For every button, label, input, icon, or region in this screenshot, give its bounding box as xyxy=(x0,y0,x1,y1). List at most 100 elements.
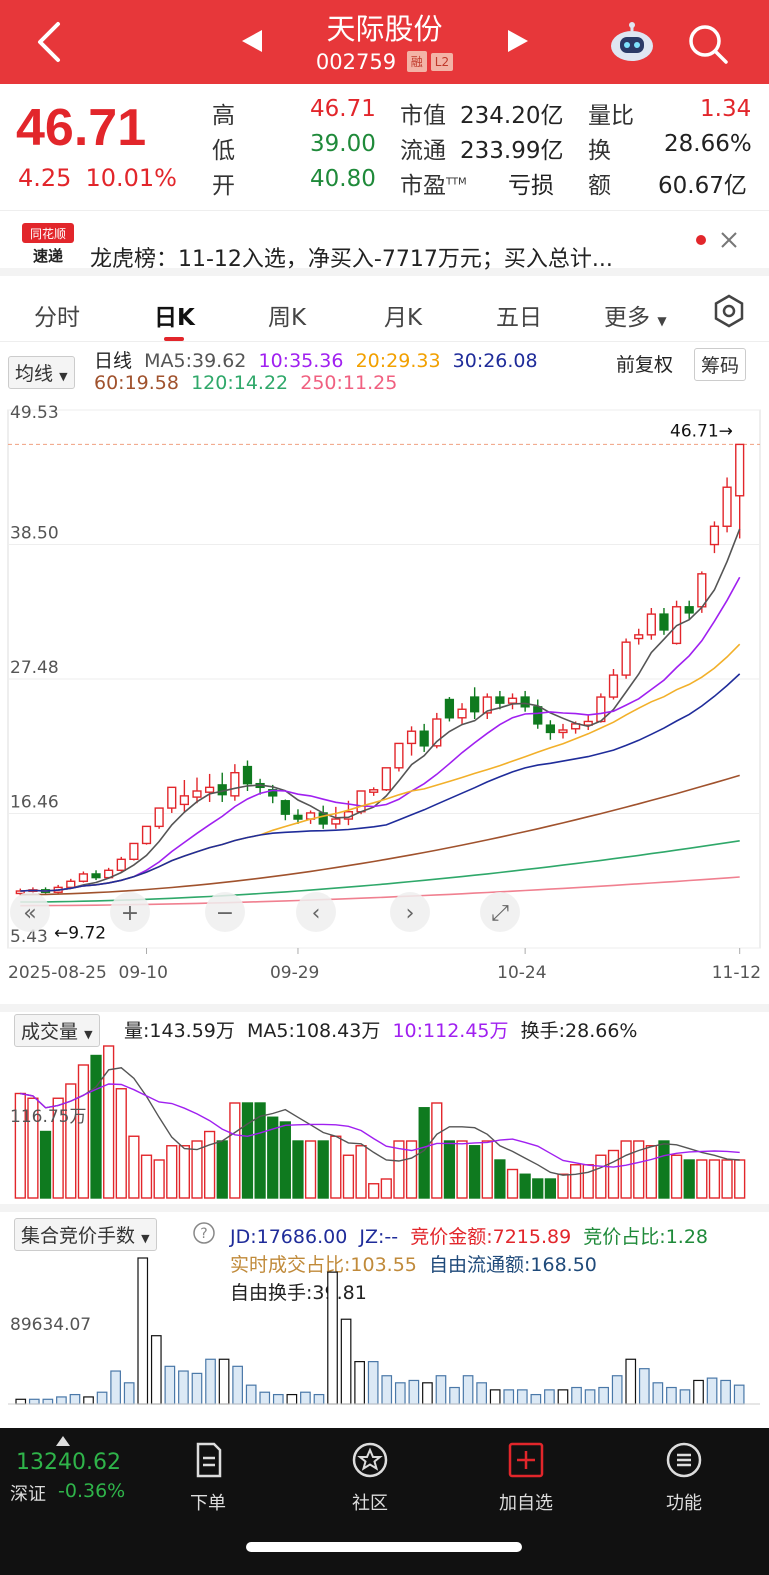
volume-bar xyxy=(557,1173,569,1199)
chart-control-glyph: › xyxy=(406,901,415,926)
unread-dot xyxy=(696,235,706,245)
search-icon[interactable] xyxy=(686,22,730,66)
volume-bar xyxy=(683,1159,695,1199)
volume-ma5: MA5:108.43万 xyxy=(246,1020,381,1042)
index-value[interactable]: 13240.62 xyxy=(16,1450,121,1475)
nav-add-watchlist[interactable]: 加自选 xyxy=(486,1440,566,1515)
stock-code-row: 002759 融 L2 xyxy=(0,50,769,74)
candle-body xyxy=(558,729,568,734)
open-label: 开 xyxy=(212,173,235,199)
kline-chart[interactable]: 49.53 38.50 27.48 16.46 5.43 46.71→ ←9.72 2025-… xyxy=(0,396,769,996)
settings-hexagon-icon[interactable] xyxy=(712,294,746,328)
auction-bar xyxy=(28,1398,40,1405)
volume-bar xyxy=(317,1140,329,1199)
chart-control-glyph: − xyxy=(216,901,234,926)
auction-bar xyxy=(462,1375,474,1405)
bottom-navigation: 13240.62 深证 -0.36% 下单 社区 加自选 功能 xyxy=(0,1428,769,1575)
candle-body xyxy=(141,825,152,845)
chart-control-glyph: « xyxy=(23,901,36,926)
candle-body xyxy=(583,720,593,726)
ma-selector-button[interactable]: 均线 ▼ xyxy=(8,356,75,389)
nav-community[interactable]: 社区 xyxy=(330,1440,410,1515)
auction-bar xyxy=(137,1257,149,1405)
auction-free-float: 自由流通额:168.50 xyxy=(428,1254,597,1276)
kline-legend-row1: 日线 MA5:39.62 10:35.36 20:29.33 30:26.08 xyxy=(94,346,538,373)
volume-bar xyxy=(128,1135,140,1199)
nav-functions[interactable]: 功能 xyxy=(644,1440,724,1515)
prev-stock-icon[interactable] xyxy=(236,26,266,56)
volume-bar xyxy=(216,1140,228,1199)
volume-bar xyxy=(342,1154,355,1199)
help-icon[interactable]: ? xyxy=(192,1221,216,1245)
candle-body xyxy=(406,730,417,745)
volume-bar xyxy=(103,1045,115,1199)
svg-text:?: ? xyxy=(200,1226,207,1242)
volume-bar xyxy=(469,1145,481,1199)
chip-button[interactable]: 筹码 xyxy=(694,348,747,381)
auction-ratio: 竞价占比:1.28 xyxy=(583,1226,709,1248)
auction-jd: JD:17686.00 xyxy=(230,1226,348,1248)
auction-bar xyxy=(408,1379,420,1405)
candle-body xyxy=(444,698,455,719)
current-price: 46.71 xyxy=(16,99,147,157)
volume-bar xyxy=(368,1183,380,1199)
auction-bar xyxy=(272,1393,284,1405)
low-label: 低 xyxy=(212,138,235,164)
x-tick-label: 11-12 xyxy=(712,963,761,983)
candle-body xyxy=(634,634,644,640)
auction-bar xyxy=(679,1389,691,1405)
margin-badge: 融 xyxy=(406,51,427,72)
amount-label: 额 xyxy=(588,173,611,199)
auction-bar xyxy=(489,1389,501,1405)
tab-five-day[interactable]: 五日 xyxy=(496,305,542,331)
auction-selector[interactable]: 集合竞价手数 ▼ xyxy=(14,1218,157,1251)
auction-bar xyxy=(56,1396,67,1405)
tab-intraday[interactable]: 分时 xyxy=(34,305,80,331)
auction-legend-row2: 实时成交占比:103.55 自由流通额:168.50 xyxy=(230,1250,597,1277)
auction-bar xyxy=(720,1379,731,1405)
auction-bar xyxy=(15,1398,27,1405)
volume-bar xyxy=(569,1164,582,1199)
mktcap-label: 市值 xyxy=(400,103,446,129)
nav-order[interactable]: 下单 xyxy=(168,1440,248,1515)
tab-monthly[interactable]: 月K xyxy=(384,305,423,331)
tab-more[interactable]: 更多 ▼ xyxy=(604,305,667,331)
volume-bar xyxy=(582,1164,594,1199)
candle-body xyxy=(533,706,543,725)
svg-text:同花顺: 同花顺 xyxy=(30,226,66,241)
candle-body xyxy=(419,730,429,747)
close-icon[interactable] xyxy=(720,231,738,249)
volume-chart[interactable]: 116.75万 xyxy=(0,1040,769,1200)
chart-zoom-control xyxy=(110,892,150,932)
volume-selector[interactable]: 成交量 ▼ xyxy=(14,1014,100,1047)
candle-body xyxy=(457,708,467,719)
volume-ma-line xyxy=(20,1067,740,1176)
y-tick-label: 5.43 xyxy=(10,927,48,947)
news-ticker[interactable]: 同花顺 速递 龙虎榜：11-12入选，净买入-7717万元；买入总计... xyxy=(0,210,769,276)
auction-bar xyxy=(598,1386,609,1405)
home-indicator xyxy=(246,1542,522,1552)
candle-body xyxy=(709,525,720,546)
volume-bar xyxy=(380,1178,392,1199)
chart-zoom-control xyxy=(10,892,50,932)
candle-body xyxy=(697,573,707,608)
tab-daily[interactable]: 日K xyxy=(154,305,195,331)
auction-legend-row1: JD:17686.00 JZ:-- 竞价金额:7215.89 竞价占比:1.28 xyxy=(230,1222,708,1249)
volume-bar xyxy=(595,1154,607,1199)
adjust-mode[interactable]: 前复权 xyxy=(616,354,674,376)
pe-value: 亏损 xyxy=(508,173,554,199)
pe-label: 市盈TTM xyxy=(400,173,467,199)
next-stock-icon[interactable] xyxy=(504,26,534,56)
auction-chart[interactable]: 89634.07 xyxy=(0,1244,769,1408)
volume-bar xyxy=(39,1130,52,1199)
auction-bar xyxy=(96,1391,108,1405)
auction-amount: 竞价金额:7215.89 xyxy=(410,1226,572,1248)
auction-bar xyxy=(164,1365,176,1405)
volume-bar xyxy=(65,1083,77,1199)
float-value: 233.99亿 xyxy=(460,138,564,164)
tab-weekly[interactable]: 周K xyxy=(268,305,307,331)
robot-assistant-icon[interactable] xyxy=(608,22,656,64)
back-arrow-icon[interactable] xyxy=(30,18,70,66)
candle-body xyxy=(621,641,631,676)
chart-zoom-control xyxy=(480,892,520,932)
